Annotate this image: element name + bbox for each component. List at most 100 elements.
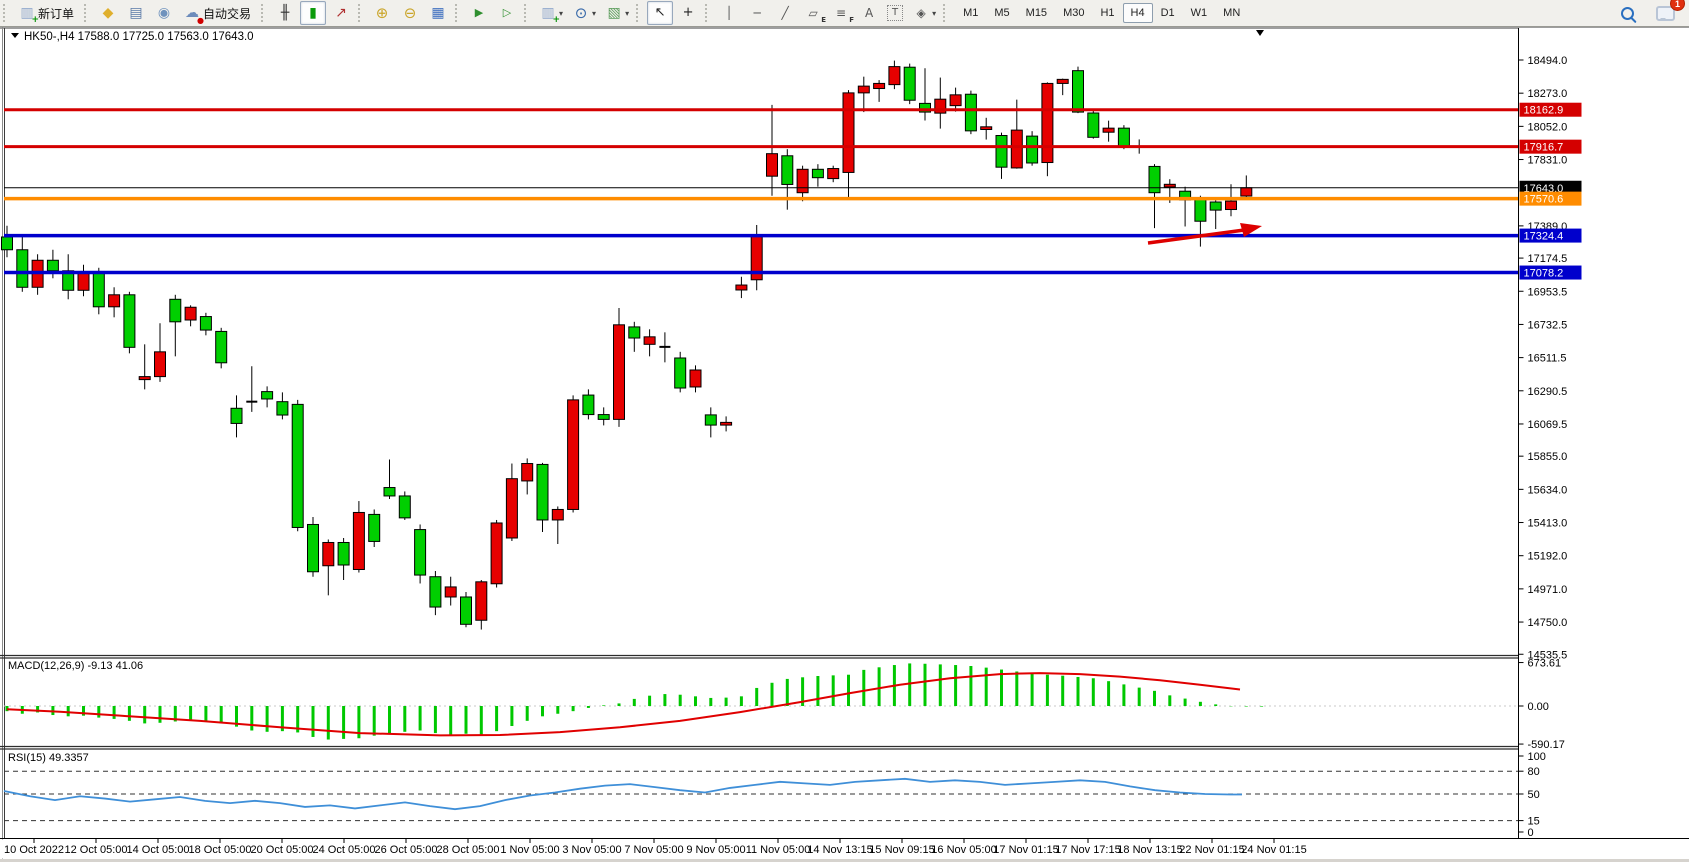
price-tick-label: 17831.0 xyxy=(1528,155,1568,167)
rsi-axis-label: 50 xyxy=(1528,789,1540,801)
dropdown-caret-icon[interactable]: ▾ xyxy=(592,8,597,18)
publisher-icon: ◉ xyxy=(157,5,171,21)
vline-button[interactable]: │ xyxy=(716,1,742,25)
eraser-button[interactable]: ◆ xyxy=(95,1,121,25)
shapes-icon: ◈ xyxy=(916,6,926,20)
auto-scroll-button[interactable]: ▶ xyxy=(466,1,492,25)
candle-body xyxy=(811,168,824,179)
toolbar-grip[interactable] xyxy=(636,4,643,22)
publisher-button[interactable]: ◉ xyxy=(151,1,177,25)
timeframe-mn[interactable]: MN xyxy=(1223,7,1241,19)
hline-icon: ─ xyxy=(753,6,761,20)
candle-body xyxy=(475,581,488,621)
timeframe-w1[interactable]: W1 xyxy=(1190,7,1208,19)
text-button[interactable]: A xyxy=(856,1,882,25)
search-button[interactable] xyxy=(1618,1,1637,25)
arrow-object-head[interactable] xyxy=(1240,223,1262,237)
new-chart-button[interactable]: ▥ + ▾ xyxy=(535,1,566,25)
candle-body xyxy=(1087,112,1100,138)
timeframe-m30[interactable]: M30 xyxy=(1063,7,1085,19)
shapes-button[interactable]: ◈ ▾ xyxy=(908,1,939,25)
tile-windows-button[interactable]: ▦ xyxy=(425,1,451,25)
candle-body xyxy=(138,376,151,381)
candle-body xyxy=(720,421,733,426)
price-tick-label: 17174.5 xyxy=(1528,253,1568,265)
periods-button[interactable]: ⊙ ▾ xyxy=(568,1,599,25)
eraser-icon: ◆ xyxy=(102,5,114,21)
price-badge xyxy=(1519,265,1582,280)
candle-body xyxy=(1010,129,1023,169)
candle-body xyxy=(1102,127,1115,133)
candle-body xyxy=(444,586,457,598)
toolbar-grip[interactable] xyxy=(705,4,712,22)
dropdown-caret-icon[interactable]: ▾ xyxy=(559,8,564,18)
dropdown-caret-icon[interactable]: ▾ xyxy=(932,8,937,18)
arrow-object[interactable] xyxy=(1147,227,1249,245)
time-tick-label: 12 Oct 05:00 xyxy=(65,844,128,856)
time-tick-label: 14 Oct 05:00 xyxy=(127,844,190,856)
timeframe-m5[interactable]: M5 xyxy=(994,7,1010,19)
trendline-button[interactable]: ╱ xyxy=(772,1,798,25)
timeframe-m15[interactable]: M15 xyxy=(1025,7,1048,19)
candle-body xyxy=(92,271,105,308)
candle-body xyxy=(903,66,916,101)
zoom-in-button[interactable]: ⊕ xyxy=(369,1,395,25)
time-tick-label: 22 Nov 01:15 xyxy=(1179,844,1244,856)
toolbar-grip[interactable] xyxy=(455,4,462,22)
candle-body xyxy=(766,153,778,177)
candle-body xyxy=(628,326,641,339)
chart-bars-button[interactable]: ╫ xyxy=(272,1,298,25)
cursor-icon: ↖ xyxy=(654,5,666,20)
toolbar-grip[interactable] xyxy=(524,4,531,22)
profiles-button[interactable]: ▤ xyxy=(123,1,149,25)
candle-body xyxy=(781,155,794,185)
candle-body xyxy=(261,391,274,400)
rsi-axis-label: 15 xyxy=(1528,816,1540,828)
dropdown-caret-icon[interactable]: ▾ xyxy=(625,8,630,18)
candle-body xyxy=(1041,82,1054,164)
templates-button[interactable]: ▧ ▾ xyxy=(601,1,632,25)
price-tick-label: 16732.5 xyxy=(1528,319,1568,331)
crosshair-button[interactable]: + xyxy=(675,1,701,25)
candle-body xyxy=(704,414,717,426)
channel-icon: ▱ E xyxy=(808,6,827,24)
toolbar-grip[interactable] xyxy=(84,4,91,22)
time-tick-label: 24 Nov 01:15 xyxy=(1241,844,1306,856)
price-tick-label: 15855.0 xyxy=(1528,451,1568,463)
timeframe-d1[interactable]: D1 xyxy=(1160,7,1175,19)
toolbar-grip[interactable] xyxy=(3,4,10,22)
candle-body xyxy=(521,463,534,482)
new-order-button[interactable]: ▥ + 新订单 xyxy=(14,1,80,25)
hline-button[interactable]: ─ xyxy=(744,1,770,25)
chart-candles-button[interactable]: ▮ xyxy=(300,1,327,25)
zoom-out-button[interactable]: ⊖ xyxy=(397,1,423,25)
price-axis[interactable] xyxy=(1519,28,1689,839)
notifications-button[interactable]: 1 xyxy=(1653,0,1685,25)
toolbar-grip[interactable] xyxy=(943,4,950,22)
timeframe-h1[interactable]: H1 xyxy=(1100,7,1115,19)
toolbar-grip[interactable] xyxy=(358,4,365,22)
candle-body xyxy=(796,168,809,194)
toolbar-grip[interactable] xyxy=(261,4,268,22)
timeframe-m1[interactable]: M1 xyxy=(963,7,979,19)
channel-button[interactable]: ▱ E xyxy=(800,1,826,25)
chart-line-button[interactable]: ↗ xyxy=(328,1,354,25)
label-button[interactable]: T xyxy=(884,1,906,25)
candle-body xyxy=(1148,165,1161,194)
autotrade-button[interactable]: ☁ ● 自动交易 xyxy=(179,1,257,25)
candle-body xyxy=(307,523,319,573)
plus-badge: + xyxy=(552,15,561,25)
timeframe-h4[interactable]: H4 xyxy=(1122,3,1153,23)
candle-body xyxy=(429,576,442,608)
symbol-dropdown-icon[interactable] xyxy=(11,33,19,38)
cursor-button[interactable]: ↖ xyxy=(647,1,674,25)
toolbar-group: ⊕ ⊖ ▦ xyxy=(368,1,452,25)
price-tick-label: 16511.5 xyxy=(1528,353,1567,365)
price-badge-label: 17324.4 xyxy=(1524,231,1564,243)
chart-shift-button[interactable]: ▷ xyxy=(494,1,520,25)
time-axis[interactable] xyxy=(0,839,1689,859)
label-icon: T xyxy=(887,5,904,21)
candle-body xyxy=(980,126,993,131)
fibonacci-button[interactable]: ≡ F xyxy=(828,1,854,25)
